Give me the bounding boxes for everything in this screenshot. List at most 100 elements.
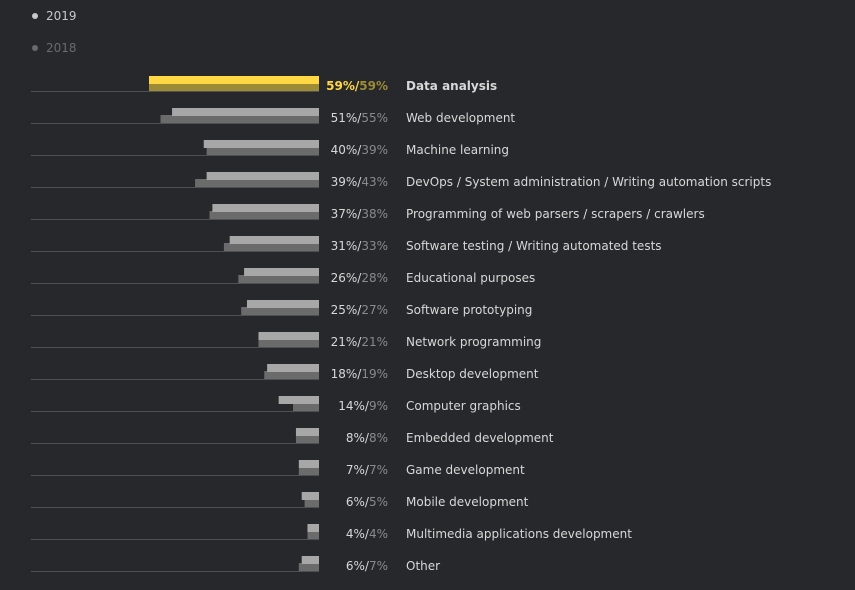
bar-2018[interactable] <box>223 243 319 251</box>
legend-label-2019: 2019 <box>46 9 77 23</box>
bar-2018[interactable] <box>195 179 319 187</box>
value-2019: 26%/ <box>331 271 363 285</box>
value-label: 21%/21% <box>331 335 388 349</box>
bar-2019[interactable] <box>295 428 319 436</box>
value-2019: 59%/ <box>326 79 360 93</box>
value-label: 51%/55% <box>331 111 388 125</box>
value-label: 40%/39% <box>331 143 388 157</box>
value-2018: 55% <box>361 111 388 125</box>
bar-2019[interactable] <box>244 268 319 276</box>
bar-2018[interactable] <box>298 563 319 571</box>
value-label: 6%/5% <box>346 495 388 509</box>
value-2018: 7% <box>369 463 388 477</box>
value-2019: 39%/ <box>331 175 363 189</box>
category-label: Game development <box>406 463 525 477</box>
value-label: 39%/43% <box>331 175 388 189</box>
value-2018: 27% <box>361 303 388 317</box>
category-label: Mobile development <box>406 495 529 509</box>
legend-dot-2019 <box>32 13 38 19</box>
chart-legend: 2019 2018 <box>32 8 77 72</box>
legend-item-2018[interactable]: 2018 <box>32 40 77 56</box>
value-2018: 8% <box>369 431 388 445</box>
bar-2018[interactable] <box>238 275 319 283</box>
bar-2019[interactable] <box>258 332 319 340</box>
category-label: Web development <box>406 111 515 125</box>
value-2018: 19% <box>361 367 388 381</box>
value-2019: 37%/ <box>331 207 363 221</box>
bar-2018[interactable] <box>149 83 319 91</box>
bar-2018[interactable] <box>241 307 319 315</box>
value-2018: 43% <box>361 175 388 189</box>
value-2019: 25%/ <box>331 303 363 317</box>
bar-2019[interactable] <box>298 460 319 468</box>
value-2018: 33% <box>361 239 388 253</box>
bar-2019[interactable] <box>307 524 319 532</box>
value-label: 6%/7% <box>346 559 388 573</box>
value-2019: 14%/ <box>338 399 370 413</box>
value-label: 26%/28% <box>331 271 388 285</box>
bar-2019[interactable] <box>267 364 319 372</box>
value-2018: 39% <box>361 143 388 157</box>
value-label: 37%/38% <box>331 207 388 221</box>
value-2019: 4%/ <box>346 527 370 541</box>
value-2019: 51%/ <box>331 111 363 125</box>
bar-2019[interactable] <box>149 76 319 84</box>
value-2018: 7% <box>369 559 388 573</box>
bar-2018[interactable] <box>295 435 319 443</box>
bar-2019[interactable] <box>301 556 319 564</box>
value-2019: 31%/ <box>331 239 363 253</box>
category-label: Software testing / Writing automated tes… <box>406 239 662 253</box>
value-2019: 6%/ <box>346 495 370 509</box>
value-label: 18%/19% <box>331 367 388 381</box>
bar-2018[interactable] <box>304 499 319 507</box>
category-label: Data analysis <box>406 79 497 93</box>
category-label: Machine learning <box>406 143 509 157</box>
legend-dot-2018 <box>32 45 38 51</box>
bar-2018[interactable] <box>298 467 319 475</box>
bar-2019[interactable] <box>278 396 319 404</box>
category-label: Desktop development <box>406 367 539 381</box>
bar-2018[interactable] <box>264 371 319 379</box>
value-2018: 38% <box>361 207 388 221</box>
value-2019: 8%/ <box>346 431 370 445</box>
category-label: Software prototyping <box>406 303 532 317</box>
bar-2019[interactable] <box>206 172 319 180</box>
bar-2019[interactable] <box>212 204 319 212</box>
value-label: 25%/27% <box>331 303 388 317</box>
value-2018: 21% <box>361 335 388 349</box>
value-label: 7%/7% <box>346 463 388 477</box>
bar-2019[interactable] <box>229 236 319 244</box>
category-label: Multimedia applications development <box>406 527 632 541</box>
bar-2018[interactable] <box>206 147 319 155</box>
bar-2019[interactable] <box>203 140 319 148</box>
value-2019: 6%/ <box>346 559 370 573</box>
legend-label-2018: 2018 <box>46 41 77 55</box>
category-label: Programming of web parsers / scrapers / … <box>406 207 705 221</box>
category-label: Network programming <box>406 335 541 349</box>
category-label: Other <box>406 559 440 573</box>
bar-2018[interactable] <box>293 403 319 411</box>
value-2019: 40%/ <box>331 143 363 157</box>
value-label: 14%/9% <box>338 399 388 413</box>
bar-2018[interactable] <box>209 211 319 219</box>
bar-2019[interactable] <box>172 108 319 116</box>
value-2018: 59% <box>359 79 388 93</box>
value-2018: 5% <box>369 495 388 509</box>
value-2018: 9% <box>369 399 388 413</box>
bar-2019[interactable] <box>246 300 319 308</box>
value-label: 31%/33% <box>331 239 388 253</box>
value-2018: 28% <box>361 271 388 285</box>
value-2019: 21%/ <box>331 335 363 349</box>
category-label: Computer graphics <box>406 399 521 413</box>
bar-2018[interactable] <box>258 339 319 347</box>
bar-2019[interactable] <box>301 492 319 500</box>
bar-2018[interactable] <box>160 115 319 123</box>
value-2018: 4% <box>369 527 388 541</box>
bar-2018[interactable] <box>307 531 319 539</box>
legend-item-2019[interactable]: 2019 <box>32 8 77 24</box>
value-label: 4%/4% <box>346 527 388 541</box>
category-label: Embedded development <box>406 431 554 445</box>
value-label: 8%/8% <box>346 431 388 445</box>
category-label: DevOps / System administration / Writing… <box>406 175 771 189</box>
